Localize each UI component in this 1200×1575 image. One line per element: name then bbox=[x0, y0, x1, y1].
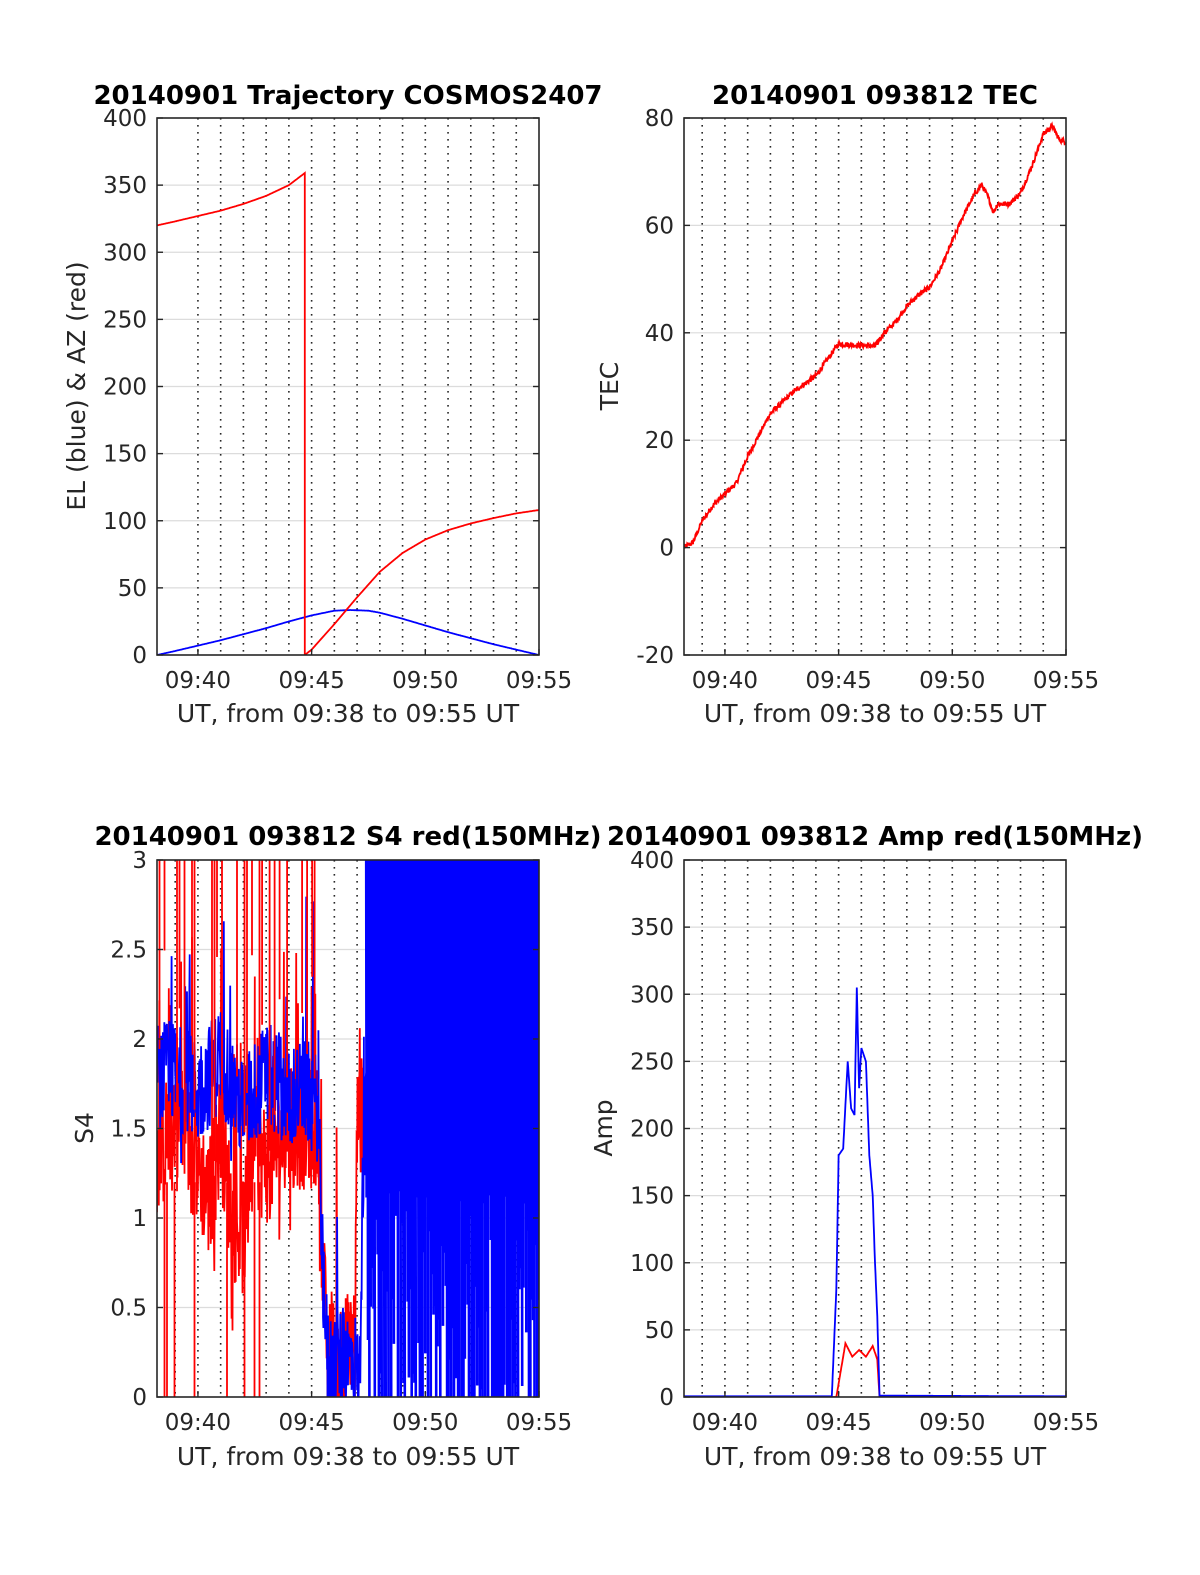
panel-tec-ylabel: TEC bbox=[595, 362, 624, 412]
panel-trajectory-ytick-label: 200 bbox=[103, 375, 147, 401]
panel-amp-ytick-label: 100 bbox=[630, 1251, 674, 1277]
panel-tec-series-red bbox=[684, 121, 1066, 549]
panel-trajectory-xtick-label: 09:50 bbox=[392, 668, 458, 694]
panel-trajectory-ytick-label: 150 bbox=[103, 442, 147, 468]
panel-s4-ytick-label: 2 bbox=[132, 1027, 147, 1053]
panel-tec-plot-area bbox=[684, 121, 1066, 549]
panel-amp-ytick-label: 250 bbox=[630, 1049, 674, 1075]
panel-trajectory-xtick-label: 09:55 bbox=[506, 668, 572, 694]
panel-trajectory-title: 20140901 Trajectory COSMOS2407 bbox=[93, 81, 602, 111]
panel-tec-ytick-label: 0 bbox=[659, 536, 674, 562]
panel-s4: 20140901 093812 S4 red(150MHz) UT, from … bbox=[70, 822, 602, 1471]
panel-s4-plot-area bbox=[157, 860, 539, 1397]
panel-amp-xlabel: UT, from 09:38 to 09:55 UT bbox=[704, 1442, 1047, 1471]
panel-tec-xtick-label: 09:40 bbox=[692, 668, 758, 694]
panel-s4-xtick-label: 09:40 bbox=[165, 1410, 231, 1436]
panel-tec-xtick-label: 09:55 bbox=[1033, 668, 1099, 694]
panel-s4-xtick-label: 09:45 bbox=[278, 1410, 344, 1436]
panel-amp-title: 20140901 093812 Amp red(150MHz) bbox=[607, 822, 1143, 852]
panel-s4-series-red-spikes bbox=[158, 860, 316, 1397]
panel-trajectory-ytick-label: 0 bbox=[132, 643, 147, 669]
panel-s4-ytick-label: 3 bbox=[132, 848, 147, 874]
panel-trajectory-ytick-label: 100 bbox=[103, 509, 147, 535]
panel-trajectory-ytick-label: 250 bbox=[103, 307, 147, 333]
panel-amp-ytick-label: 400 bbox=[630, 848, 674, 874]
panel-tec: 20140901 093812 TEC UT, from 09:38 to 09… bbox=[595, 81, 1099, 728]
panel-amp-xtick-label: 09:50 bbox=[919, 1410, 985, 1436]
panel-trajectory: 20140901 Trajectory COSMOS2407 UT, from … bbox=[62, 81, 603, 728]
panel-amp: 20140901 093812 Amp red(150MHz) UT, from… bbox=[589, 822, 1143, 1471]
panel-s4-ytick-label: 2.5 bbox=[110, 938, 147, 964]
panel-s4-ytick-label: 0.5 bbox=[110, 1296, 147, 1322]
panel-tec-title: 20140901 093812 TEC bbox=[712, 81, 1038, 111]
panel-trajectory-series-red bbox=[157, 171, 539, 655]
panel-trajectory-series-blue bbox=[157, 609, 539, 655]
panel-trajectory-ytick-label: 350 bbox=[103, 173, 147, 199]
panel-s4-xtick-label: 09:55 bbox=[506, 1410, 572, 1436]
panel-amp-ytick-label: 200 bbox=[630, 1117, 674, 1143]
panel-s4-saturated-band bbox=[364, 860, 539, 1397]
panel-tec-ytick-label: -20 bbox=[636, 643, 674, 669]
panel-trajectory-ytick-label: 300 bbox=[103, 240, 147, 266]
panel-s4-ytick-label: 0 bbox=[132, 1385, 147, 1411]
panel-amp-xtick-label: 09:55 bbox=[1033, 1410, 1099, 1436]
panel-amp-xtick-label: 09:45 bbox=[805, 1410, 871, 1436]
panel-trajectory-plot-area bbox=[157, 171, 539, 655]
panel-s4-ytick-label: 1.5 bbox=[110, 1117, 147, 1143]
panel-trajectory-xlabel: UT, from 09:38 to 09:55 UT bbox=[177, 699, 520, 728]
panel-s4-ytick-label: 1 bbox=[132, 1206, 147, 1232]
panel-s4-title: 20140901 093812 S4 red(150MHz) bbox=[94, 822, 601, 852]
panel-amp-series-red bbox=[684, 1340, 1066, 1397]
panel-amp-ytick-label: 0 bbox=[659, 1385, 674, 1411]
panel-tec-xlabel: UT, from 09:38 to 09:55 UT bbox=[704, 699, 1047, 728]
panel-tec-ytick-label: 80 bbox=[645, 106, 674, 132]
panel-tec-xtick-label: 09:45 bbox=[805, 668, 871, 694]
panel-tec-ytick-label: 20 bbox=[645, 428, 674, 454]
panel-trajectory-ytick-label: 50 bbox=[118, 576, 147, 602]
panel-tec-xtick-label: 09:50 bbox=[919, 668, 985, 694]
panel-s4-xlabel: UT, from 09:38 to 09:55 UT bbox=[177, 1442, 520, 1471]
panel-amp-ytick-label: 150 bbox=[630, 1184, 674, 1210]
panel-tec-ytick-label: 60 bbox=[645, 213, 674, 239]
panel-amp-ytick-label: 300 bbox=[630, 982, 674, 1008]
panel-amp-ytick-label: 350 bbox=[630, 915, 674, 941]
panel-s4-ylabel: S4 bbox=[70, 1112, 99, 1144]
panel-trajectory-ytick-label: 400 bbox=[103, 106, 147, 132]
panel-trajectory-xtick-label: 09:40 bbox=[165, 668, 231, 694]
panel-tec-ytick-label: 40 bbox=[645, 321, 674, 347]
panel-amp-xtick-label: 09:40 bbox=[692, 1410, 758, 1436]
panel-s4-xtick-label: 09:50 bbox=[392, 1410, 458, 1436]
panel-tec-axes-box bbox=[683, 117, 1067, 656]
panel-trajectory-ylabel: EL (blue) & AZ (red) bbox=[62, 261, 91, 510]
panel-amp-ytick-label: 50 bbox=[645, 1318, 674, 1344]
panel-trajectory-xtick-label: 09:45 bbox=[278, 668, 344, 694]
panel-amp-ylabel: Amp bbox=[589, 1099, 618, 1156]
